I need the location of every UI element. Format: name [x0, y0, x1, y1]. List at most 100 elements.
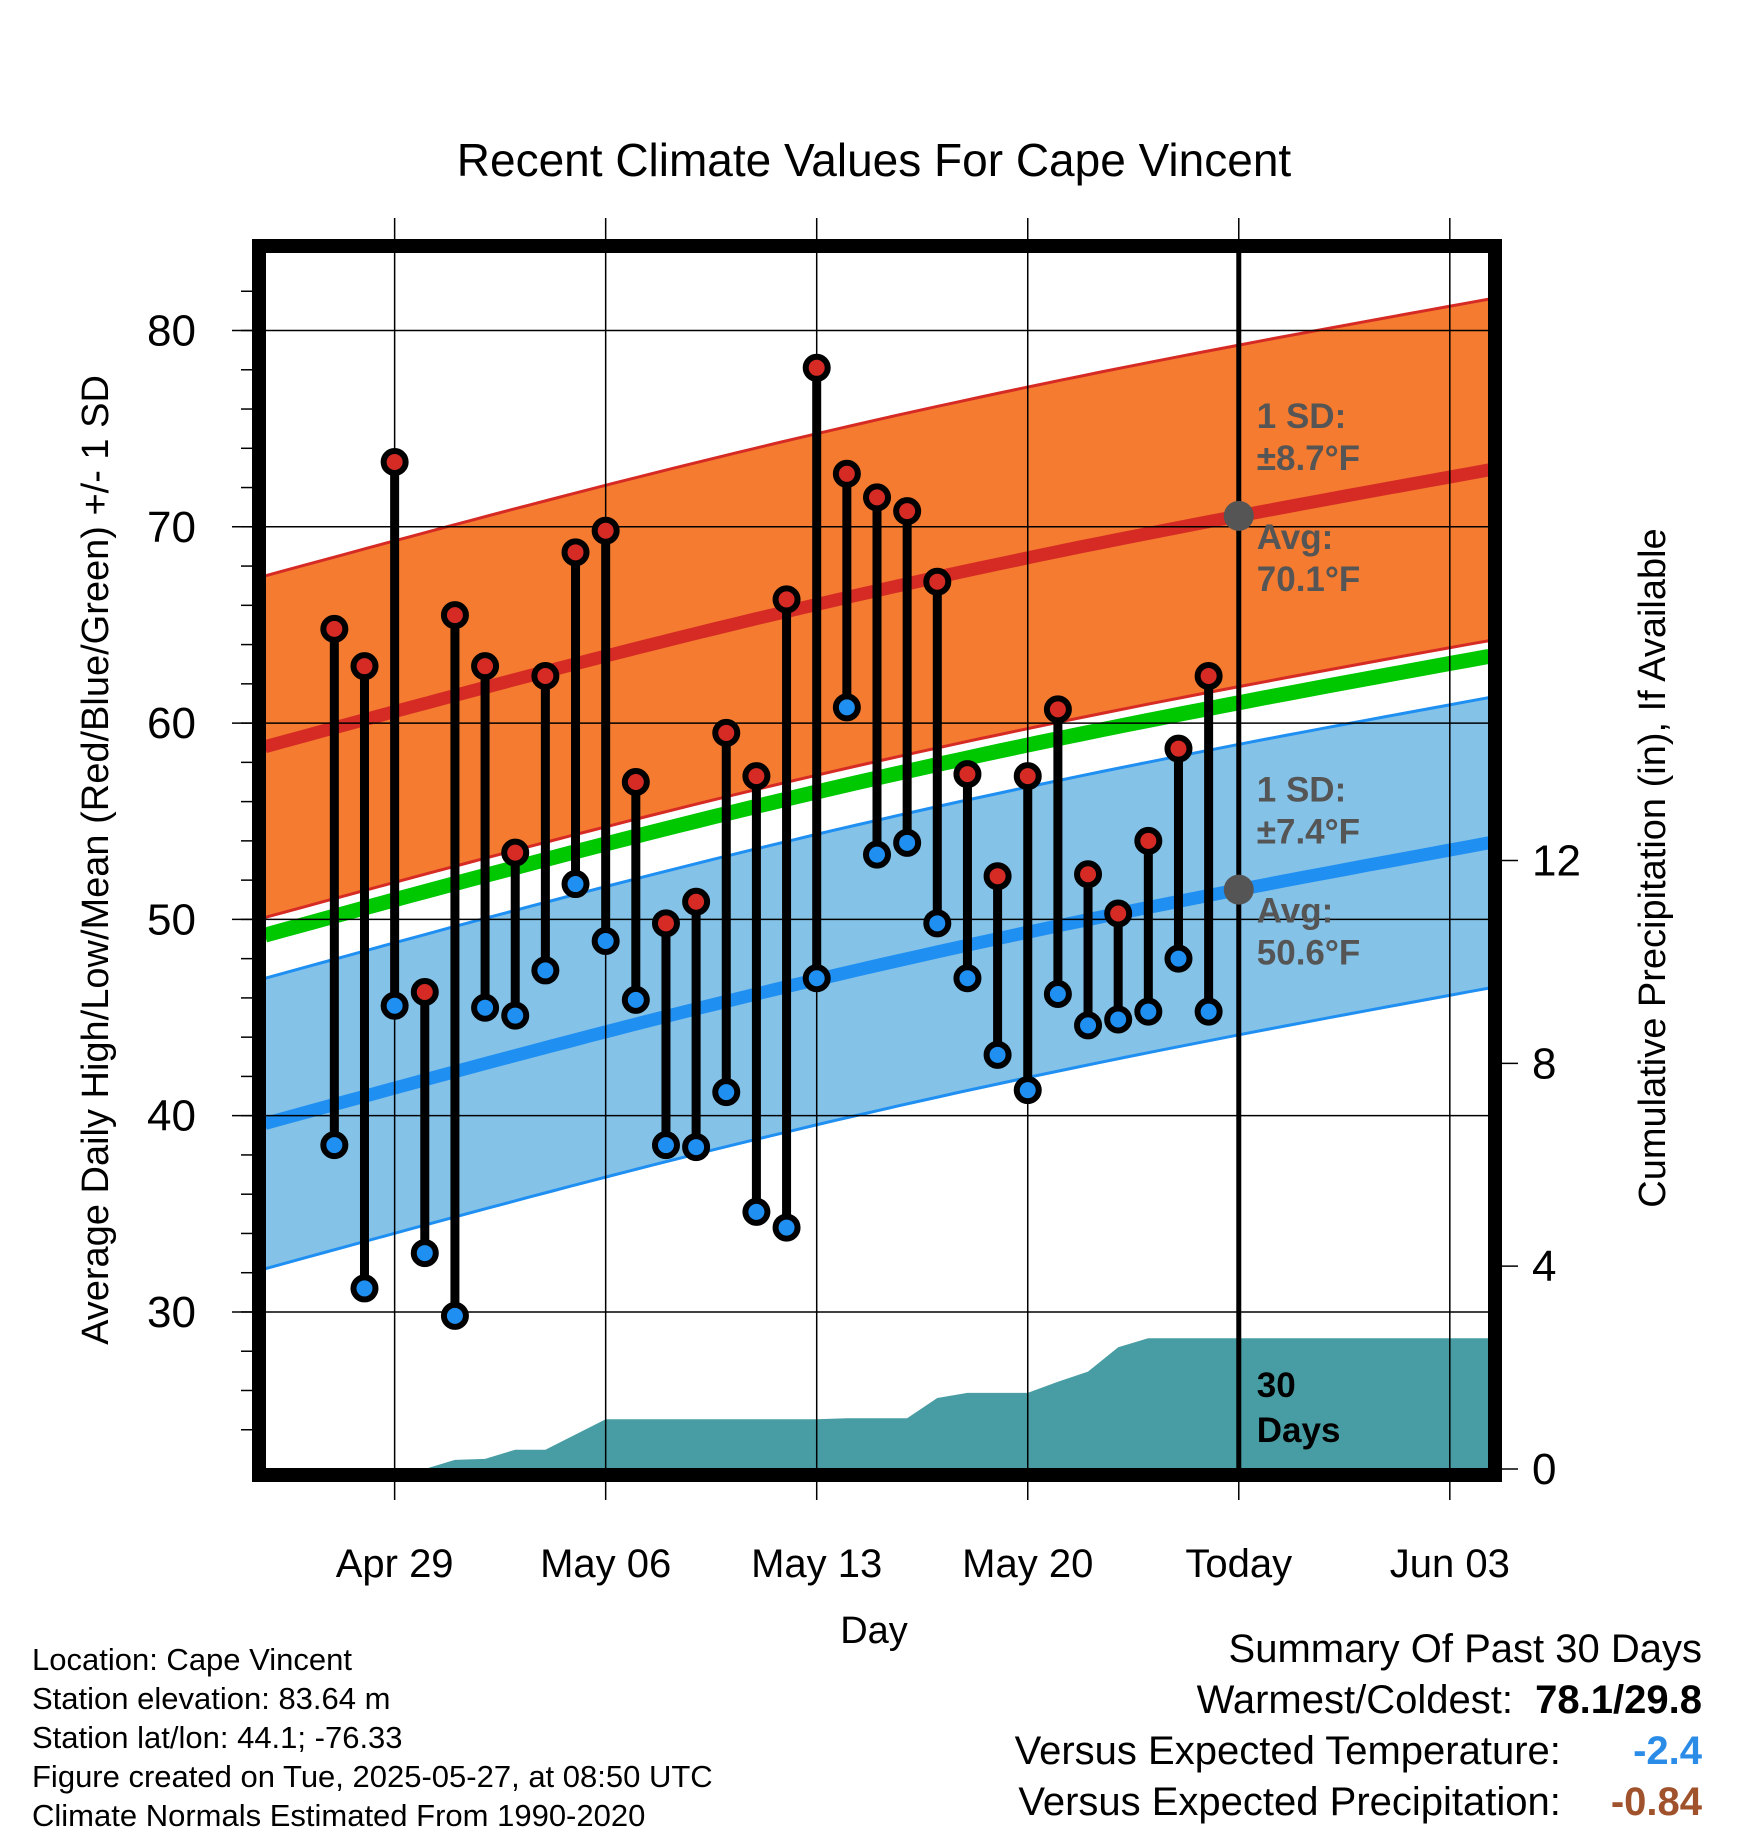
daily-high-point	[983, 862, 1012, 891]
daily-high-point	[651, 909, 680, 938]
chart-title: Recent Climate Values For Cape Vincent	[457, 134, 1292, 186]
daily-low-point	[863, 840, 891, 869]
high-avg-value: 70.1°F	[1257, 560, 1361, 599]
daily-low-point	[380, 991, 409, 1020]
created-text: Figure created on Tue, 2025-05-27, at 08…	[32, 1759, 713, 1794]
summary-temp-value: -2.4	[1633, 1729, 1702, 1773]
y-right-tick-label: 12	[1532, 837, 1581, 886]
x-tick-label: Jun 03	[1390, 1542, 1510, 1586]
daily-high-point	[953, 760, 982, 789]
y-tick-label: 40	[147, 1092, 196, 1141]
low-sd-value: ±7.4°F	[1257, 813, 1360, 852]
precip-area	[265, 1338, 1489, 1469]
high-avg-label: Avg:	[1257, 518, 1333, 557]
daily-high-point	[832, 459, 861, 488]
daily-high-point	[1194, 661, 1223, 690]
daily-high-point	[1074, 860, 1103, 889]
daily-high-point	[712, 718, 741, 747]
elevation-text: Station elevation: 83.64 m	[32, 1681, 391, 1716]
daily-low-point	[893, 828, 922, 857]
axes: 30 40 50 60 70 80 0 4 8 12 Apr 29 May 06 May 13 May 2…	[147, 218, 1581, 1586]
latlon-text: Station lat/lon: 44.1; -76.33	[32, 1720, 403, 1755]
daily-high-point	[1013, 762, 1042, 791]
daily-low-point	[1013, 1076, 1042, 1105]
days-label-text: Days	[1257, 1411, 1341, 1450]
daily-high-point	[893, 497, 922, 526]
daily-low-point	[1194, 997, 1223, 1026]
daily-low-point	[1074, 1011, 1103, 1040]
y-tick-label: 30	[147, 1288, 196, 1337]
daily-high-point	[440, 601, 469, 630]
high-sd-label: 1 SD:	[1257, 397, 1346, 436]
high-sd-band-upper	[265, 297, 1489, 578]
y-tick-label: 60	[147, 699, 196, 748]
low-avg-label: Avg:	[1257, 892, 1333, 931]
daily-high-point	[531, 661, 560, 690]
daily-high-point	[742, 762, 771, 791]
daily-high-point	[471, 652, 500, 681]
location-text: Location: Cape Vincent	[32, 1642, 352, 1677]
daily-low-point	[923, 909, 952, 938]
low-sd-label: 1 SD:	[1257, 771, 1346, 810]
daily-low-point	[410, 1239, 439, 1268]
daily-high-point	[1104, 899, 1133, 928]
y-tick-label: 70	[147, 503, 196, 552]
low-avg-value: 50.6°F	[1257, 934, 1361, 973]
y-right-tick-label: 4	[1532, 1242, 1556, 1291]
daily-low-point	[651, 1131, 680, 1160]
x-tick-label: Today	[1185, 1542, 1292, 1586]
daily-low-point	[1164, 944, 1193, 973]
x-tick-label: Apr 29	[336, 1542, 454, 1586]
daily-high-point	[923, 567, 952, 596]
x-tick-label: May 06	[540, 1542, 671, 1586]
daily-low-point	[591, 926, 620, 955]
daily-low-point	[1104, 1005, 1133, 1034]
daily-low-point	[350, 1274, 379, 1303]
today-high-avg-marker	[1223, 500, 1254, 531]
x-tick-label: May 13	[751, 1542, 882, 1586]
daily-low-point	[561, 870, 590, 899]
y-tick-label: 80	[147, 307, 196, 356]
daily-high-point	[802, 353, 831, 382]
daily-high-point	[863, 483, 891, 512]
daily-high-point	[1164, 734, 1193, 763]
y-axis-label: Average Daily High/Low/Mean (Red/Blue/Gr…	[75, 375, 117, 1345]
summary-precip-row: Versus Expected Precipitation: -0.84	[1015, 1777, 1702, 1828]
daily-low-point	[501, 1001, 530, 1030]
x-tick-label: May 20	[962, 1542, 1093, 1586]
daily-high-point	[320, 614, 349, 643]
y-right-tick-label: 8	[1532, 1039, 1556, 1088]
high-sd-value: ±8.7°F	[1257, 439, 1360, 478]
y-right-tick-label: 0	[1532, 1445, 1556, 1494]
daily-high-point	[1134, 826, 1163, 855]
observations	[320, 353, 1223, 1330]
normal-low-line	[265, 836, 1489, 1130]
daily-low-point	[682, 1133, 711, 1162]
station-info: Location: Cape Vincent Station elevation…	[32, 1640, 713, 1835]
daily-low-point	[440, 1301, 469, 1330]
daily-low-point	[471, 993, 500, 1022]
days-label-number: 30	[1257, 1366, 1296, 1405]
daily-high-point	[410, 978, 439, 1007]
daily-low-point	[621, 985, 650, 1014]
daily-low-point	[832, 693, 861, 722]
y-tick-label: 50	[147, 895, 196, 944]
daily-high-point	[501, 838, 530, 867]
summary-warmest-label: Warmest/Coldest:	[1196, 1678, 1513, 1722]
daily-low-point	[983, 1040, 1012, 1069]
summary-precip-value: -0.84	[1610, 1780, 1702, 1824]
today-low-avg-marker	[1223, 874, 1254, 905]
summary-precip-label: Versus Expected Precipitation:	[1018, 1780, 1561, 1824]
daily-low-point	[953, 964, 982, 993]
daily-high-point	[380, 448, 409, 477]
daily-high-point	[772, 585, 801, 614]
daily-low-point	[742, 1197, 771, 1226]
daily-high-point	[350, 652, 379, 681]
summary-temp-row: Versus Expected Temperature: -2.4	[1015, 1726, 1702, 1777]
daily-low-point	[772, 1213, 801, 1242]
summary-warmest-row: Warmest/Coldest: 78.1/29.8	[1015, 1675, 1702, 1726]
daily-low-point	[320, 1131, 349, 1160]
daily-low-point	[1043, 979, 1072, 1008]
daily-high-point	[682, 887, 711, 916]
daily-low-point	[531, 956, 560, 985]
